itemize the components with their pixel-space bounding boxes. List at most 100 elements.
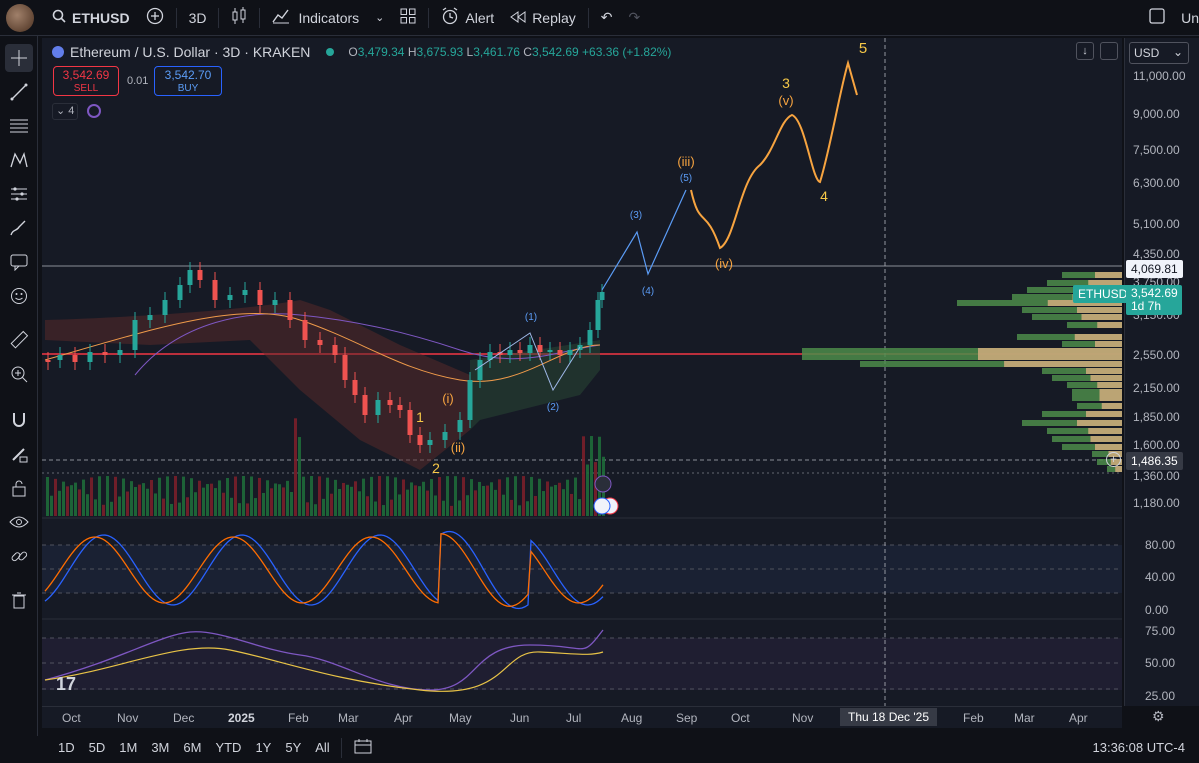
- add-alert-icon[interactable]: +: [1106, 452, 1121, 467]
- maximize-button[interactable]: [1100, 42, 1118, 60]
- pattern-icon[interactable]: [5, 146, 33, 174]
- volume-bar: [354, 481, 357, 516]
- range-button-1m[interactable]: 1M: [119, 740, 138, 755]
- candle-body: [187, 270, 193, 285]
- volume-bar: [566, 479, 569, 516]
- volume-bar: [202, 487, 205, 516]
- moving-average: [134, 313, 601, 376]
- magnet-icon[interactable]: [5, 406, 33, 434]
- trend-line-icon[interactable]: [5, 78, 33, 106]
- volume-bar: [190, 478, 193, 516]
- volume-bar: [102, 504, 105, 516]
- range-button-all[interactable]: All: [315, 740, 330, 755]
- lock-pencil-icon[interactable]: [5, 440, 33, 468]
- range-button-1y[interactable]: 1Y: [255, 740, 272, 755]
- legend-title: Ethereum / U.S. Dollar · 3D · KRAKEN: [70, 44, 311, 60]
- interval-button[interactable]: 3D: [188, 9, 207, 26]
- time-axis[interactable]: Oct Nov Dec 2025 Feb Mar Apr May Jun Jul Aug Sep Oct…: [42, 706, 1122, 728]
- volume-bar: [526, 501, 529, 516]
- trash-icon[interactable]: [5, 586, 33, 614]
- volume-bar: [114, 476, 117, 516]
- candle-body: [342, 355, 348, 380]
- volume-profile-bar: [1067, 382, 1122, 388]
- volume-bar: [554, 484, 557, 516]
- volume-bar: [234, 476, 237, 516]
- volume-bar: [186, 497, 189, 516]
- range-button-5d[interactable]: 5D: [88, 740, 106, 755]
- range-button-3m[interactable]: 3M: [151, 740, 170, 755]
- layout-button[interactable]: [392, 0, 424, 36]
- volume-bar: [486, 485, 489, 516]
- volume-profile-bar: [1077, 307, 1122, 313]
- unnamed-layout-label[interactable]: Un: [1181, 9, 1199, 26]
- indicators-label: Indicators: [298, 9, 360, 26]
- divider: [259, 7, 261, 28]
- volume-profile-bar: [1095, 272, 1122, 278]
- spread-value: 0.01: [127, 75, 149, 87]
- smiley-icon[interactable]: [5, 282, 33, 310]
- currency-label: USD: [1134, 46, 1160, 60]
- lock-icon[interactable]: [5, 474, 33, 502]
- price-axis[interactable]: USD ⌄ 11,000.00 9,000.00 7,500.00 6,300.00 5…: [1124, 38, 1199, 706]
- buy-button[interactable]: 3,542.70 BUY: [154, 66, 222, 96]
- sell-button[interactable]: 3,542.69 SELL: [53, 66, 119, 96]
- volume-bar: [522, 476, 525, 516]
- currency-select[interactable]: USD ⌄: [1129, 42, 1189, 64]
- volume-bar: [106, 476, 109, 516]
- replay-button[interactable]: Replay: [502, 0, 584, 36]
- drawing-toolbar: [0, 36, 38, 736]
- scroll-to-latest-button[interactable]: ↓: [1076, 42, 1094, 60]
- indicators-collapse-button[interactable]: ⌄ 4: [52, 103, 78, 120]
- last-price: 3,542.69: [1131, 286, 1178, 300]
- close-value: 3,542.69: [531, 45, 579, 59]
- settings-gear-icon[interactable]: ⚙: [1152, 708, 1165, 724]
- rsi-tick-label: 75.00: [1145, 624, 1176, 638]
- volume-profile-bar: [1097, 322, 1122, 328]
- range-button-ytd[interactable]: YTD: [215, 740, 242, 755]
- sell-price: 3,542.69: [62, 68, 110, 82]
- stoch-d-line: [44, 532, 604, 607]
- chart-type-button[interactable]: [223, 0, 255, 36]
- candle-body: [417, 435, 423, 445]
- chart-pane[interactable]: 5 3 4 1 2 (v) (iii) (iv) (i) (ii) (5) (3) (4) (1) (2) 1…: [42, 38, 1122, 706]
- clock-display[interactable]: 13:36:08 UTC-4: [1092, 740, 1186, 755]
- volume-profile-bar: [860, 361, 1122, 367]
- avatar[interactable]: [6, 3, 34, 32]
- chart-canvas[interactable]: 5 3 4 1 2 (v) (iii) (iv) (i) (ii) (5) (3) (4) (1) (2) 1…: [42, 38, 1122, 706]
- range-button-6m[interactable]: 6M: [183, 740, 202, 755]
- volume-profile-bar: [978, 348, 1122, 354]
- undo-button[interactable]: ↶: [593, 0, 621, 36]
- alert-button[interactable]: Alert: [433, 0, 502, 36]
- eye-icon[interactable]: [5, 508, 33, 536]
- open-value: 3,479.34: [357, 45, 405, 59]
- forecast-icon[interactable]: [5, 180, 33, 208]
- range-button-1d[interactable]: 1D: [58, 740, 75, 755]
- volume-bar: [478, 481, 481, 516]
- range-button-5y[interactable]: 5Y: [285, 740, 302, 755]
- zoom-in-icon[interactable]: [5, 360, 33, 388]
- candle-body: [442, 432, 448, 440]
- brush-icon[interactable]: [5, 214, 33, 242]
- subwave-label-1: (1): [525, 312, 537, 323]
- volume-bar: [570, 493, 573, 516]
- compare-button[interactable]: [138, 0, 172, 36]
- volume-bar: [422, 481, 425, 516]
- volume-bar: [54, 478, 57, 516]
- ruler-icon[interactable]: [5, 326, 33, 354]
- symbol-search[interactable]: ETHUSD: [44, 0, 138, 36]
- text-note-icon[interactable]: [5, 248, 33, 276]
- oscillator-tick-label: 40.00: [1145, 570, 1176, 584]
- redo-button[interactable]: ↷: [621, 0, 649, 36]
- ohlc-values: O3,479.34 H3,675.93 L3,461.76 C3,542.69 …: [348, 45, 671, 59]
- chart-legend: Ethereum / U.S. Dollar · 3D · KRAKEN O3,…: [52, 44, 671, 60]
- date-range-calendar-icon[interactable]: [346, 738, 380, 757]
- volume-bar: [510, 499, 513, 516]
- fib-retracement-icon[interactable]: [5, 112, 33, 140]
- volume-bar: [290, 491, 293, 516]
- sync-icon[interactable]: [87, 104, 101, 118]
- crosshair-icon[interactable]: [5, 44, 33, 72]
- link-icon[interactable]: [5, 542, 33, 570]
- indicators-button[interactable]: Indicators ⌄: [264, 0, 392, 36]
- fullscreen-button[interactable]: [1141, 0, 1173, 36]
- buy-label: BUY: [177, 83, 199, 94]
